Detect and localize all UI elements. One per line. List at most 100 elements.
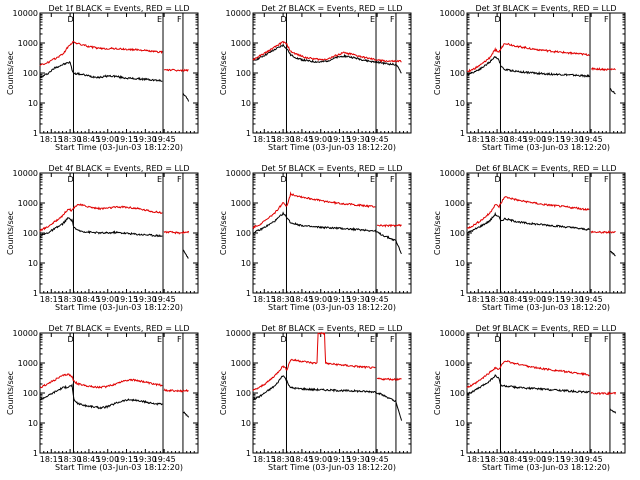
x-tick-label: 18:30	[272, 455, 295, 464]
event-marker-label: E	[157, 15, 162, 24]
lld-series-line-seg2	[376, 223, 402, 228]
x-axis-label: Start Time (03-Jun-03 18:12:20)	[482, 463, 610, 472]
x-tick-label: 18:45	[290, 135, 313, 144]
y-tick-label: 10000	[226, 9, 251, 18]
event-marker-label: F	[604, 335, 609, 344]
x-tick-label: 19:30	[134, 455, 157, 464]
event-marker-label: D	[280, 175, 286, 184]
lld-series-line-seg2	[163, 68, 189, 73]
x-tick-label: 19:45	[580, 135, 603, 144]
y-tick-label: 1000	[445, 39, 465, 48]
panel-title: Det 7f BLACK = Events, RED = LLD	[48, 324, 189, 333]
x-tick-label: 18:30	[486, 295, 509, 304]
x-tick-label: 18:30	[272, 135, 295, 144]
x-tick-label: 19:00	[309, 295, 332, 304]
event-marker-label: E	[157, 175, 162, 184]
y-axis-label: Counts/sec	[219, 51, 228, 95]
x-tick-label: 19:45	[153, 135, 176, 144]
x-axis-label: Start Time (03-Jun-03 18:12:20)	[268, 303, 396, 312]
lld-series-line-seg1	[39, 40, 163, 67]
lld-series-line-seg1	[252, 331, 376, 392]
panel-title: Det 9f BLACK = Events, RED = LLD	[475, 324, 616, 333]
y-axis-label: Counts/sec	[6, 51, 15, 95]
y-tick-label: 10	[241, 99, 251, 108]
x-tick-label: 19:30	[561, 455, 584, 464]
x-tick-label: 18:15	[253, 455, 276, 464]
events-series-line-seg1	[252, 211, 402, 255]
y-tick-label: 10	[455, 99, 465, 108]
y-tick-label: 1	[246, 289, 251, 298]
x-tick-label: 18:45	[77, 295, 100, 304]
lld-series-line-seg1	[252, 191, 376, 230]
lld-series-line-seg2	[163, 230, 190, 235]
x-tick-label: 19:30	[347, 295, 370, 304]
event-marker-label: E	[370, 335, 375, 344]
x-tick-label: 19:15	[542, 135, 565, 144]
event-marker-label: D	[67, 15, 73, 24]
x-tick-label: 18:45	[504, 295, 527, 304]
y-axis-label: Counts/sec	[219, 371, 228, 415]
y-tick-label: 10	[455, 419, 465, 428]
event-marker-label: F	[604, 15, 609, 24]
x-tick-label: 19:45	[366, 295, 389, 304]
x-axis-label: Start Time (03-Jun-03 18:12:20)	[482, 143, 610, 152]
y-tick-label: 10000	[440, 169, 465, 178]
x-tick-label: 19:30	[561, 135, 584, 144]
y-tick-label: 10	[241, 419, 251, 428]
events-series-line-seg2	[182, 92, 190, 102]
y-tick-label: 10	[28, 419, 38, 428]
detector-panel-7: Det 7f BLACK = Events, RED = LLD Counts/s…	[6, 324, 199, 472]
event-marker-label: E	[157, 335, 162, 344]
x-tick-label: 19:45	[580, 455, 603, 464]
y-tick-label: 10000	[13, 169, 38, 178]
events-series-line-seg1	[466, 55, 590, 78]
event-marker-label: D	[494, 175, 500, 184]
lld-series-line-seg1	[252, 40, 402, 63]
panel-title: Det 3f BLACK = Events, RED = LLD	[475, 4, 616, 13]
y-axis-label: Counts/sec	[6, 211, 15, 255]
x-tick-label: 19:00	[96, 455, 119, 464]
event-marker-label: D	[280, 15, 286, 24]
detector-panel-1: Det 1f BLACK = Events, RED = LLD Counts/s…	[6, 4, 199, 152]
x-tick-label: 19:15	[115, 135, 138, 144]
event-marker-label: F	[390, 335, 395, 344]
y-tick-label: 1	[460, 129, 465, 138]
x-tick-label: 18:45	[77, 455, 100, 464]
x-axis-label: Start Time (03-Jun-03 18:12:20)	[55, 463, 183, 472]
y-axis-label: Counts/sec	[219, 211, 228, 255]
events-series-line-seg1	[252, 375, 403, 421]
x-tick-label: 18:45	[77, 135, 100, 144]
y-tick-label: 1000	[18, 199, 38, 208]
x-tick-label: 19:15	[115, 295, 138, 304]
x-tick-label: 19:45	[153, 455, 176, 464]
event-marker-label: E	[584, 15, 589, 24]
y-tick-label: 10000	[440, 9, 465, 18]
event-marker-label: E	[370, 175, 375, 184]
y-tick-label: 1000	[18, 39, 38, 48]
lld-series-line-seg1	[466, 195, 590, 230]
detector-panel-8: Det 8f BLACK = Events, RED = LLD Counts/s…	[219, 324, 412, 472]
x-tick-label: 19:45	[366, 455, 389, 464]
panel-title: Det 2f BLACK = Events, RED = LLD	[261, 4, 402, 13]
panel-title: Det 5f BLACK = Events, RED = LLD	[261, 164, 402, 173]
events-series-line-seg2	[609, 87, 616, 95]
lld-series-line-seg2	[590, 391, 617, 396]
detector-panel-4: Det 4f BLACK = Events, RED = LLD Counts/s…	[6, 164, 199, 312]
events-series-line-seg1	[252, 43, 402, 74]
lld-series-line-seg1	[39, 373, 163, 389]
x-tick-label: 18:15	[467, 135, 490, 144]
events-series-line-seg2	[182, 411, 190, 418]
y-tick-label: 1	[246, 129, 251, 138]
y-tick-label: 100	[236, 229, 251, 238]
events-series-line-seg2	[182, 249, 189, 259]
event-marker-label: F	[390, 175, 395, 184]
x-tick-label: 19:00	[523, 295, 546, 304]
x-tick-label: 19:00	[309, 135, 332, 144]
event-marker-label: F	[390, 15, 395, 24]
x-tick-label: 18:30	[59, 295, 82, 304]
y-tick-label: 1000	[445, 359, 465, 368]
y-tick-label: 100	[23, 389, 38, 398]
x-tick-label: 19:15	[542, 455, 565, 464]
x-tick-label: 18:15	[40, 295, 63, 304]
